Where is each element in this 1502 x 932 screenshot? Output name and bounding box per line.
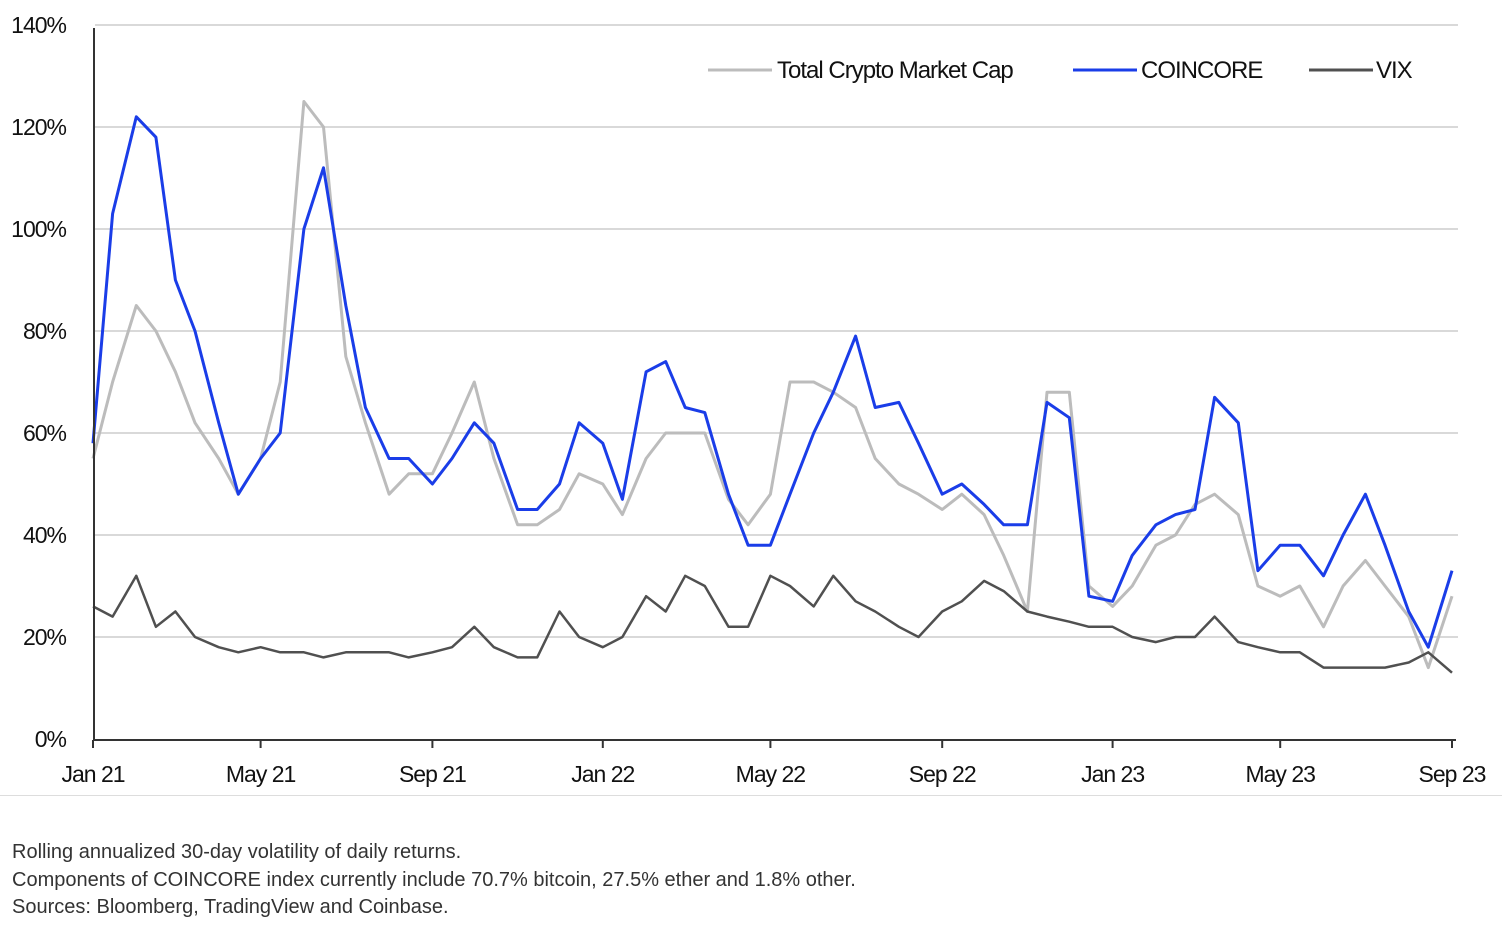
legend-label: VIX [1376,57,1413,84]
y-tick-label: 140% [11,12,66,38]
y-tick-label: 60% [23,420,67,446]
footnote: Rolling annualized 30-day volatility of … [12,841,462,863]
footnote: Sources: Bloomberg, TradingView and Coin… [12,896,449,918]
legend-item-total-crypto: Total Crypto Market Cap [708,57,1014,84]
divider [0,795,1502,796]
y-tick-label: 0% [35,726,67,752]
coincore-line [91,115,1454,649]
vix-line [92,574,1453,674]
legend: Total Crypto Market Cap COINCORE VIX [708,57,1414,84]
series-lines [91,100,1454,674]
x-tick-label: Sep 22 [909,761,976,787]
legend-label: COINCORE [1141,57,1262,84]
x-tick-label: Jan 22 [571,761,634,787]
x-tick-label: Sep 23 [1419,761,1486,787]
footnotes: Rolling annualized 30-day volatility of … [12,839,856,922]
y-tick-label: 20% [23,624,67,650]
x-tick-label: Sep 21 [399,761,466,787]
x-tick-label: May 22 [736,761,806,787]
total-crypto-market-cap-line [91,100,1454,670]
x-tick-label: Jan 21 [61,761,124,787]
volatility-chart: 0% 20% 40% 60% 80% 100% 120% 140% Jan 21 May 21 S… [11,12,1487,787]
footnote: Components of COINCORE index currently i… [12,868,856,891]
y-tick-label: 80% [23,318,67,344]
y-axis-ticks: 0% 20% 40% 60% 80% 100% 120% 140% [11,12,67,752]
y-tick-label: 40% [23,522,67,548]
y-tick-label: 100% [11,216,66,242]
x-tick-label: Jan 23 [1081,761,1144,787]
x-tick-label: May 23 [1245,761,1315,787]
legend-item-coincore: COINCORE [1073,57,1263,84]
legend-item-vix: VIX [1309,57,1414,84]
x-axis-ticks: Jan 21 May 21 Sep 21 Jan 22 May 22 Sep 22 Jan … [61,740,1487,787]
x-tick-label: May 21 [226,761,296,787]
y-tick-label: 120% [11,114,66,140]
legend-label: Total Crypto Market Cap [777,57,1013,84]
